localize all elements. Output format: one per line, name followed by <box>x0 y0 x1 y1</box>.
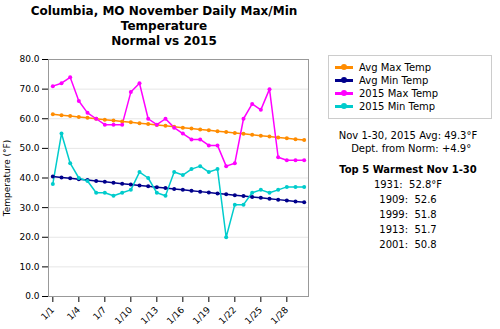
html-text:2001: 50.8: 2001: 50.8 <box>379 239 437 250</box>
svg-text:1/28: 1/28 <box>269 305 291 327</box>
svg-text:10.0: 10.0 <box>19 262 39 272</box>
svg-text:1/22: 1/22 <box>217 305 238 326</box>
html-text:Nov 1-30, 2015 Avg: 49.3°F Dep: Nov 1-30, 2015 Avg: 49.3°F Dept. from No… <box>338 130 478 154</box>
html-text:Avg Min Temp: Avg Min Temp <box>359 75 429 86</box>
svg-text:30.0: 30.0 <box>19 203 39 213</box>
html-text:Top 5 Warmest Nov 1-30: Top 5 Warmest Nov 1-30 <box>339 164 477 175</box>
svg-text:50.0: 50.0 <box>19 143 39 153</box>
svg-text:60.0: 60.0 <box>19 114 39 124</box>
svg-text:80.0: 80.0 <box>19 54 39 64</box>
svg-text:70.0: 70.0 <box>19 84 39 94</box>
html-text:1931: 52.8°F: 1931: 52.8°F <box>373 179 443 190</box>
svg-text:1/16: 1/16 <box>165 305 187 327</box>
html-text:2015 Min Temp: 2015 Min Temp <box>359 101 436 112</box>
svg-text:1/4: 1/4 <box>65 305 83 323</box>
html-text:Avg Max Temp: Avg Max Temp <box>359 62 432 73</box>
svg-text:0.0: 0.0 <box>25 291 40 301</box>
html-text:2015 Max Temp: 2015 Max Temp <box>359 88 439 99</box>
html-text:Columbia, MO November Daily Ma: Columbia, MO November Daily Max/Min Temp… <box>30 4 298 48</box>
svg-text:40.0: 40.0 <box>19 173 39 183</box>
svg-text:20.0: 20.0 <box>19 232 39 242</box>
html-text:1909: 52.6: 1909: 52.6 <box>379 194 437 205</box>
html-text:1999: 51.8: 1999: 51.8 <box>379 209 437 220</box>
svg-text:1/1: 1/1 <box>39 305 56 322</box>
html-text:1913: 51.7: 1913: 51.7 <box>379 224 437 235</box>
svg-text:1/7: 1/7 <box>91 305 108 322</box>
svg-text:1/25: 1/25 <box>243 305 264 326</box>
svg-text:1/10: 1/10 <box>113 305 135 327</box>
svg-text:1/13: 1/13 <box>139 305 160 326</box>
svg-text:1/19: 1/19 <box>191 305 213 327</box>
svg-text:Temperature (°F): Temperature (°F) <box>2 140 12 218</box>
